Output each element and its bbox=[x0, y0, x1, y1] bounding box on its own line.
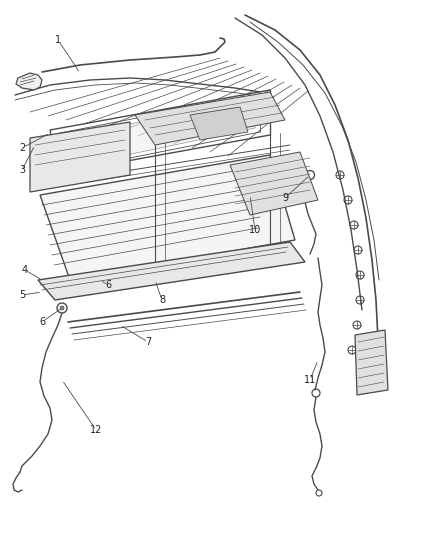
Polygon shape bbox=[38, 242, 305, 300]
Text: 5: 5 bbox=[19, 290, 25, 300]
Text: 6: 6 bbox=[39, 317, 45, 327]
Circle shape bbox=[59, 282, 61, 286]
Polygon shape bbox=[40, 155, 295, 280]
Text: 7: 7 bbox=[145, 337, 151, 347]
Circle shape bbox=[316, 490, 322, 496]
Circle shape bbox=[248, 254, 251, 257]
Polygon shape bbox=[30, 122, 130, 192]
Text: 11: 11 bbox=[304, 375, 316, 385]
Circle shape bbox=[356, 271, 364, 279]
Circle shape bbox=[353, 321, 361, 329]
Circle shape bbox=[21, 79, 27, 85]
Text: 9: 9 bbox=[282, 193, 288, 203]
Circle shape bbox=[29, 76, 35, 82]
Text: 1: 1 bbox=[55, 35, 61, 45]
Circle shape bbox=[148, 269, 152, 271]
Polygon shape bbox=[135, 92, 285, 145]
Circle shape bbox=[60, 306, 64, 310]
Polygon shape bbox=[230, 152, 318, 215]
Circle shape bbox=[198, 262, 201, 264]
Circle shape bbox=[283, 248, 286, 252]
Circle shape bbox=[57, 303, 67, 313]
Circle shape bbox=[305, 171, 314, 180]
Circle shape bbox=[356, 296, 364, 304]
Text: 12: 12 bbox=[90, 425, 102, 435]
Text: 6: 6 bbox=[105, 280, 111, 290]
Circle shape bbox=[282, 246, 289, 254]
Circle shape bbox=[350, 221, 358, 229]
Text: 4: 4 bbox=[22, 265, 28, 275]
Circle shape bbox=[99, 276, 102, 279]
Circle shape bbox=[96, 273, 103, 280]
Circle shape bbox=[344, 196, 352, 204]
Circle shape bbox=[312, 389, 320, 397]
Circle shape bbox=[197, 260, 204, 266]
Polygon shape bbox=[16, 73, 42, 90]
Polygon shape bbox=[355, 330, 388, 395]
Text: 10: 10 bbox=[249, 225, 261, 235]
Text: 8: 8 bbox=[159, 295, 165, 305]
Circle shape bbox=[354, 246, 362, 254]
Polygon shape bbox=[65, 99, 255, 168]
Circle shape bbox=[348, 346, 356, 354]
Circle shape bbox=[57, 280, 64, 287]
Polygon shape bbox=[190, 107, 248, 140]
Circle shape bbox=[336, 171, 344, 179]
Text: 2: 2 bbox=[19, 143, 25, 153]
Circle shape bbox=[247, 253, 254, 260]
Circle shape bbox=[146, 266, 153, 273]
Text: 3: 3 bbox=[19, 165, 25, 175]
